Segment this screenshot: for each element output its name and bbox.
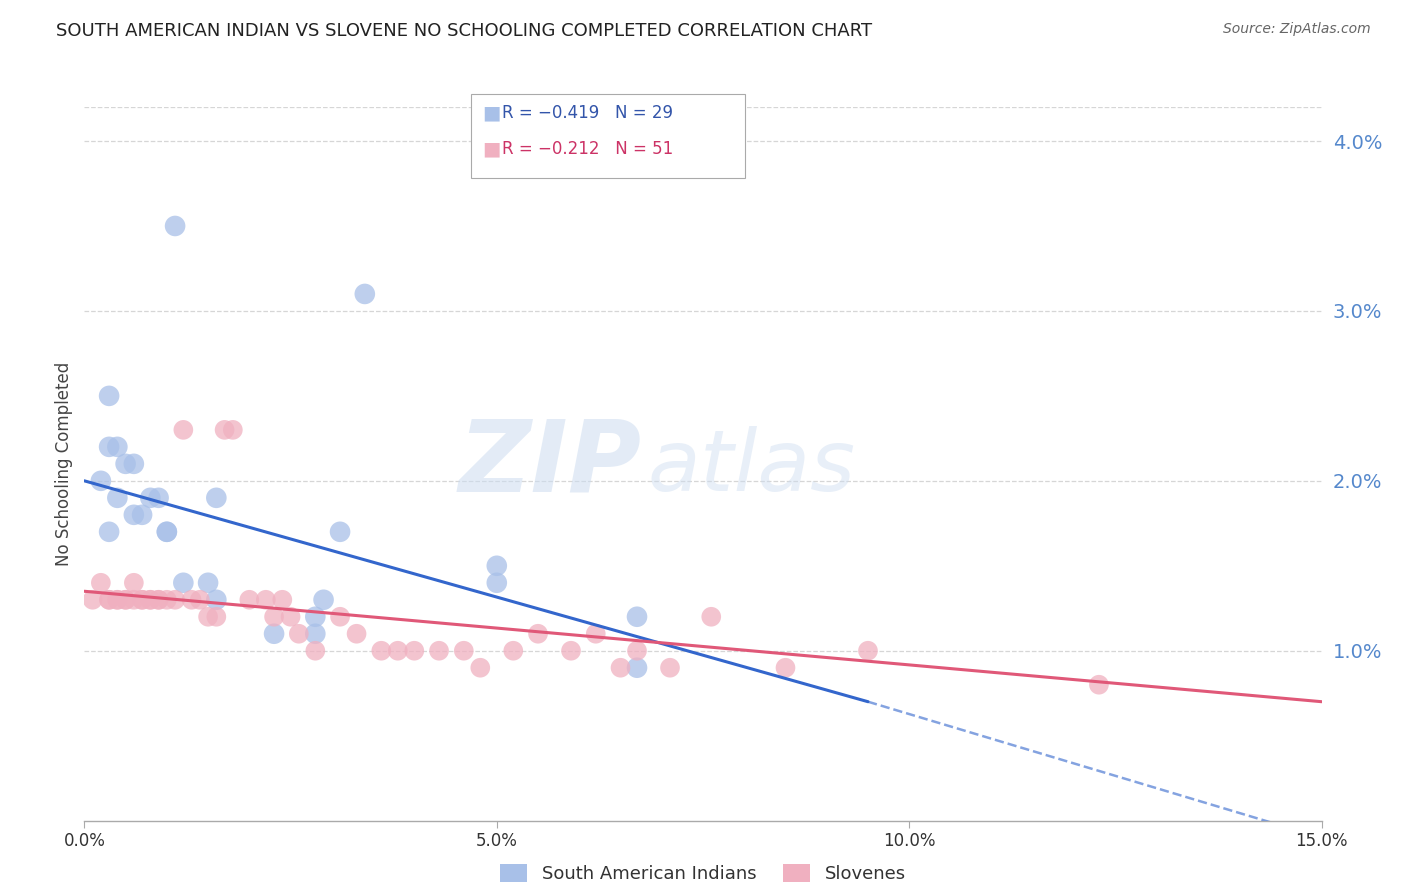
Point — [131, 592, 153, 607]
Point — [98, 592, 121, 607]
Point — [304, 644, 326, 658]
Point — [156, 592, 179, 607]
Point — [148, 592, 170, 607]
Point — [188, 592, 211, 607]
Point — [609, 661, 631, 675]
Point — [527, 626, 550, 640]
Point — [197, 609, 219, 624]
Point — [288, 626, 311, 640]
Point — [105, 491, 128, 505]
Point — [139, 592, 162, 607]
Point — [856, 644, 879, 658]
Point — [205, 609, 228, 624]
Point — [131, 592, 153, 607]
Point — [626, 661, 648, 675]
Point — [205, 491, 228, 505]
Point — [122, 457, 145, 471]
Point — [271, 592, 294, 607]
Point — [114, 457, 136, 471]
Point — [1088, 678, 1111, 692]
Point — [329, 524, 352, 539]
Point — [214, 423, 236, 437]
Point — [700, 609, 723, 624]
Point — [131, 508, 153, 522]
Text: R = −0.212   N = 51: R = −0.212 N = 51 — [502, 140, 673, 158]
Point — [222, 423, 245, 437]
Point — [105, 592, 128, 607]
Point — [626, 644, 648, 658]
Point — [122, 592, 145, 607]
Point — [585, 626, 607, 640]
Point — [304, 626, 326, 640]
Legend: South American Indians, Slovenes: South American Indians, Slovenes — [494, 856, 912, 890]
Point — [453, 644, 475, 658]
Point — [626, 609, 648, 624]
Point — [114, 592, 136, 607]
Point — [172, 575, 194, 590]
Point — [98, 592, 121, 607]
Point — [197, 575, 219, 590]
Text: SOUTH AMERICAN INDIAN VS SLOVENE NO SCHOOLING COMPLETED CORRELATION CHART: SOUTH AMERICAN INDIAN VS SLOVENE NO SCHO… — [56, 22, 872, 40]
Point — [82, 592, 104, 607]
Point — [346, 626, 368, 640]
Point — [122, 508, 145, 522]
Point — [98, 440, 121, 454]
Point — [139, 592, 162, 607]
Point — [238, 592, 260, 607]
Point — [502, 644, 524, 658]
Point — [148, 491, 170, 505]
Point — [122, 575, 145, 590]
Text: atlas: atlas — [647, 425, 855, 509]
Point — [148, 592, 170, 607]
Point — [180, 592, 202, 607]
Point — [105, 440, 128, 454]
Point — [165, 592, 187, 607]
Point — [98, 389, 121, 403]
Point — [263, 626, 285, 640]
Point — [156, 524, 179, 539]
Point — [353, 287, 375, 301]
Text: Source: ZipAtlas.com: Source: ZipAtlas.com — [1223, 22, 1371, 37]
Point — [172, 423, 194, 437]
Text: ZIP: ZIP — [458, 416, 641, 512]
Point — [485, 558, 508, 573]
Text: ■: ■ — [482, 139, 501, 159]
Point — [312, 592, 335, 607]
Point — [387, 644, 409, 658]
Point — [263, 609, 285, 624]
Point — [90, 474, 112, 488]
Point — [90, 575, 112, 590]
Point — [304, 609, 326, 624]
Point — [329, 609, 352, 624]
Point — [470, 661, 492, 675]
Y-axis label: No Schooling Completed: No Schooling Completed — [55, 362, 73, 566]
Point — [775, 661, 797, 675]
Text: ■: ■ — [482, 103, 501, 123]
Point — [427, 644, 450, 658]
Point — [205, 592, 228, 607]
Point — [485, 575, 508, 590]
Point — [659, 661, 682, 675]
Point — [280, 609, 302, 624]
Point — [105, 592, 128, 607]
Point — [560, 644, 582, 658]
Point — [370, 644, 392, 658]
Point — [114, 592, 136, 607]
Text: R = −0.419   N = 29: R = −0.419 N = 29 — [502, 104, 673, 122]
Point — [139, 491, 162, 505]
Point — [254, 592, 277, 607]
Point — [98, 524, 121, 539]
Point — [156, 524, 179, 539]
Point — [165, 219, 187, 233]
Point — [404, 644, 426, 658]
